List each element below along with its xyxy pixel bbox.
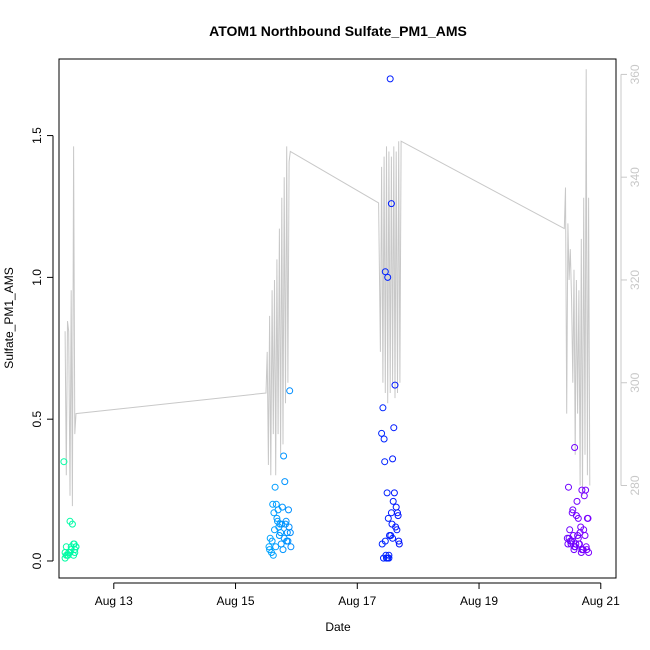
data-point <box>389 455 397 463</box>
data-point <box>580 526 588 534</box>
data-point <box>279 546 287 554</box>
y2-axis: 280 300 320 340 360 <box>620 64 642 496</box>
x-axis-label: Date <box>325 620 351 634</box>
data-point <box>62 551 70 559</box>
data-point <box>569 506 577 514</box>
data-point <box>287 543 295 551</box>
data-point <box>578 486 586 494</box>
data-point <box>395 537 403 545</box>
data-point <box>582 486 590 494</box>
data-point <box>265 543 273 551</box>
points-layer <box>60 75 593 562</box>
data-point <box>271 526 278 534</box>
data-point <box>577 549 585 556</box>
x-tick-label: Aug 21 <box>582 594 620 608</box>
y2-tick-label: 340 <box>628 167 642 187</box>
data-point <box>570 546 578 554</box>
x-tick-label: Aug 15 <box>217 594 255 608</box>
data-point <box>285 506 292 514</box>
data-point <box>286 387 294 395</box>
y-axis: 0.0 0.5 1.0 1.5 <box>30 127 54 569</box>
y-tick-label: 1.0 <box>30 269 44 286</box>
data-point <box>566 526 574 534</box>
data-point <box>578 546 586 554</box>
data-point <box>278 520 286 528</box>
data-point <box>384 554 392 562</box>
data-point <box>387 509 395 517</box>
data-point <box>571 444 579 451</box>
data-point <box>384 273 392 281</box>
data-point <box>573 497 581 505</box>
y-tick-label: 1.5 <box>30 127 44 144</box>
data-point <box>378 429 386 437</box>
data-point <box>389 534 397 542</box>
data-point <box>380 435 388 443</box>
data-point <box>392 523 400 531</box>
data-point <box>272 543 280 551</box>
data-point <box>286 529 294 537</box>
data-point <box>379 404 387 412</box>
data-point <box>390 424 398 432</box>
x-tick-label: Aug 19 <box>460 594 498 608</box>
data-point <box>269 551 277 559</box>
data-point <box>269 500 277 508</box>
y2-tick-label: 360 <box>628 64 642 84</box>
y2-tick-label: 280 <box>628 475 642 495</box>
y-tick-label: 0.0 <box>30 552 44 569</box>
data-point <box>565 483 572 491</box>
data-point <box>60 458 68 466</box>
data-point <box>71 549 79 556</box>
data-point <box>273 514 281 522</box>
y-axis-label: Sulfate_PM1_AMS <box>2 267 16 368</box>
data-point <box>282 520 289 528</box>
data-point <box>280 452 288 460</box>
chart-title: ATOM1 Northbound Sulfate_PM1_AMS <box>209 23 467 39</box>
plot-frame <box>58 58 617 579</box>
x-tick-label: Aug 13 <box>95 594 133 608</box>
data-point <box>394 512 402 520</box>
data-point <box>387 200 395 208</box>
data-point <box>390 489 398 497</box>
data-point <box>583 514 591 522</box>
data-point <box>266 546 274 554</box>
data-point <box>571 543 579 551</box>
data-point <box>281 478 289 486</box>
data-point <box>268 537 276 545</box>
data-point <box>391 381 399 389</box>
data-point <box>70 540 78 548</box>
data-point <box>572 512 580 520</box>
data-point <box>277 529 285 537</box>
y2-tick-label: 320 <box>628 270 642 290</box>
data-point <box>389 497 397 505</box>
data-point <box>383 489 391 497</box>
data-point <box>271 483 279 491</box>
data-point <box>274 506 282 514</box>
data-point <box>568 537 576 545</box>
data-point <box>381 537 389 545</box>
x-tick-label: Aug 17 <box>338 594 376 608</box>
data-point <box>68 520 76 528</box>
y-tick-label: 0.5 <box>30 411 44 428</box>
data-point <box>284 537 292 545</box>
data-point <box>395 540 403 548</box>
data-point <box>386 75 394 83</box>
data-point <box>381 268 389 276</box>
data-point <box>381 458 389 466</box>
y2-tick-label: 300 <box>628 372 642 392</box>
data-point <box>574 534 582 542</box>
data-point <box>384 514 392 522</box>
x-axis: Aug 13 Aug 15 Aug 17 Aug 19 Aug 21 <box>95 582 620 608</box>
data-point <box>585 549 593 556</box>
